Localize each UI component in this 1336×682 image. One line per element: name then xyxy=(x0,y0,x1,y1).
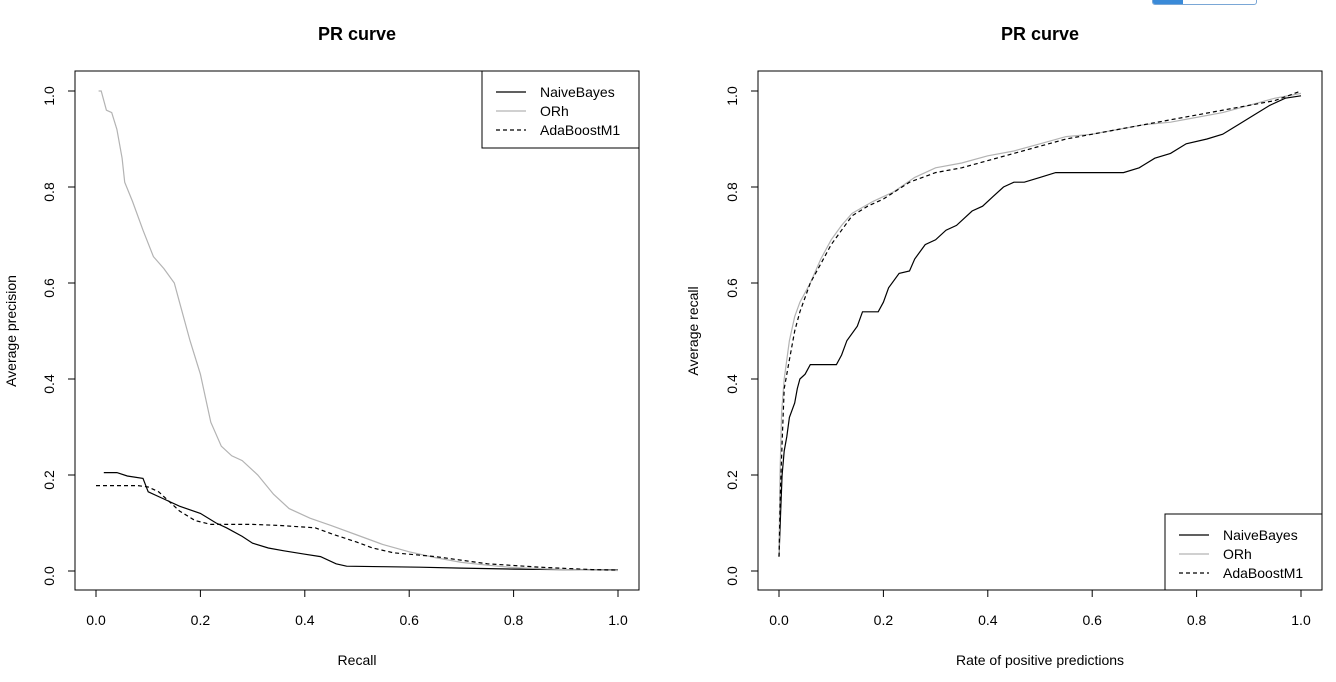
left-y-tick-label: 0.8 xyxy=(41,182,57,202)
right-legend-label-orh: ORh xyxy=(1223,546,1252,562)
left-y-axis-label: Average precision xyxy=(3,275,19,387)
left-x-tick-label: 1.0 xyxy=(608,612,628,628)
left-legend-label-adaboostm1: AdaBoostM1 xyxy=(540,122,620,138)
left-y-tick-label: 1.0 xyxy=(41,86,57,106)
left-legend-box xyxy=(481,70,640,149)
top-toolbar-fragment[interactable] xyxy=(1152,0,1257,5)
left-series-orh xyxy=(98,90,619,572)
left-series-adaboostm1 xyxy=(96,485,619,571)
right-chart-title: PR curve xyxy=(1001,24,1079,44)
right-y-axis-label: Average recall xyxy=(685,286,701,375)
right-plot-frame xyxy=(757,70,1323,591)
right-chart-panel: PR curve Rate of positive predictions Av… xyxy=(685,24,1323,668)
left-x-ticks: 0.0 0.2 0.4 0.6 0.8 1.0 xyxy=(86,589,628,628)
left-x-tick-label: 0.4 xyxy=(295,612,315,628)
right-y-ticks: 0.0 0.2 0.4 0.6 0.8 1.0 xyxy=(724,86,759,586)
left-legend-label-orh: ORh xyxy=(540,103,569,119)
right-x-tick-label: 1.0 xyxy=(1291,612,1311,628)
left-series-naivebayes xyxy=(103,472,619,571)
left-y-tick-label: 0.6 xyxy=(41,278,57,298)
right-x-ticks: 0.0 0.2 0.4 0.6 0.8 1.0 xyxy=(769,589,1311,628)
right-series-naivebayes xyxy=(778,95,1302,557)
left-chart-panel: PR curve Recall Average precision 0.0 0.2… xyxy=(3,24,640,668)
right-x-tick-label: 0.0 xyxy=(769,612,789,628)
left-y-tick-label: 0.2 xyxy=(41,470,57,490)
left-chart-title: PR curve xyxy=(318,24,396,44)
right-legend-label-adaboostm1: AdaBoostM1 xyxy=(1223,565,1303,581)
left-x-tick-label: 0.0 xyxy=(86,612,106,628)
left-y-tick-label: 0.0 xyxy=(41,566,57,586)
right-x-axis-label: Rate of positive predictions xyxy=(956,652,1124,668)
left-legend: NaiveBayes ORh AdaBoostM1 xyxy=(481,70,640,149)
right-legend: NaiveBayes ORh AdaBoostM1 xyxy=(1164,513,1323,591)
right-y-tick-label: 0.0 xyxy=(724,566,740,586)
left-legend-label-naivebayes: NaiveBayes xyxy=(540,84,615,100)
right-y-tick-label: 0.6 xyxy=(724,278,740,298)
right-series-adaboostm1 xyxy=(778,90,1302,557)
left-x-tick-label: 0.8 xyxy=(504,612,524,628)
right-legend-label-naivebayes: NaiveBayes xyxy=(1223,527,1298,543)
right-y-tick-label: 1.0 xyxy=(724,86,740,106)
right-x-tick-label: 0.2 xyxy=(874,612,894,628)
right-x-tick-label: 0.4 xyxy=(978,612,998,628)
right-x-tick-label: 0.8 xyxy=(1187,612,1207,628)
right-legend-box xyxy=(1164,513,1323,591)
right-series-orh xyxy=(778,92,1302,557)
right-y-tick-label: 0.8 xyxy=(724,182,740,202)
right-y-tick-label: 0.2 xyxy=(724,470,740,490)
left-x-tick-label: 0.2 xyxy=(191,612,211,628)
left-plot-frame xyxy=(74,70,640,591)
left-y-tick-label: 0.4 xyxy=(41,374,57,394)
right-series-lines xyxy=(778,90,1302,557)
left-y-ticks: 0.0 0.2 0.4 0.6 0.8 1.0 xyxy=(41,86,76,586)
left-x-tick-label: 0.6 xyxy=(399,612,419,628)
right-y-tick-label: 0.4 xyxy=(724,374,740,394)
left-x-axis-label: Recall xyxy=(338,652,377,668)
left-series-lines xyxy=(96,90,619,572)
right-x-tick-label: 0.6 xyxy=(1082,612,1102,628)
toolbar-segment[interactable] xyxy=(1153,0,1183,4)
